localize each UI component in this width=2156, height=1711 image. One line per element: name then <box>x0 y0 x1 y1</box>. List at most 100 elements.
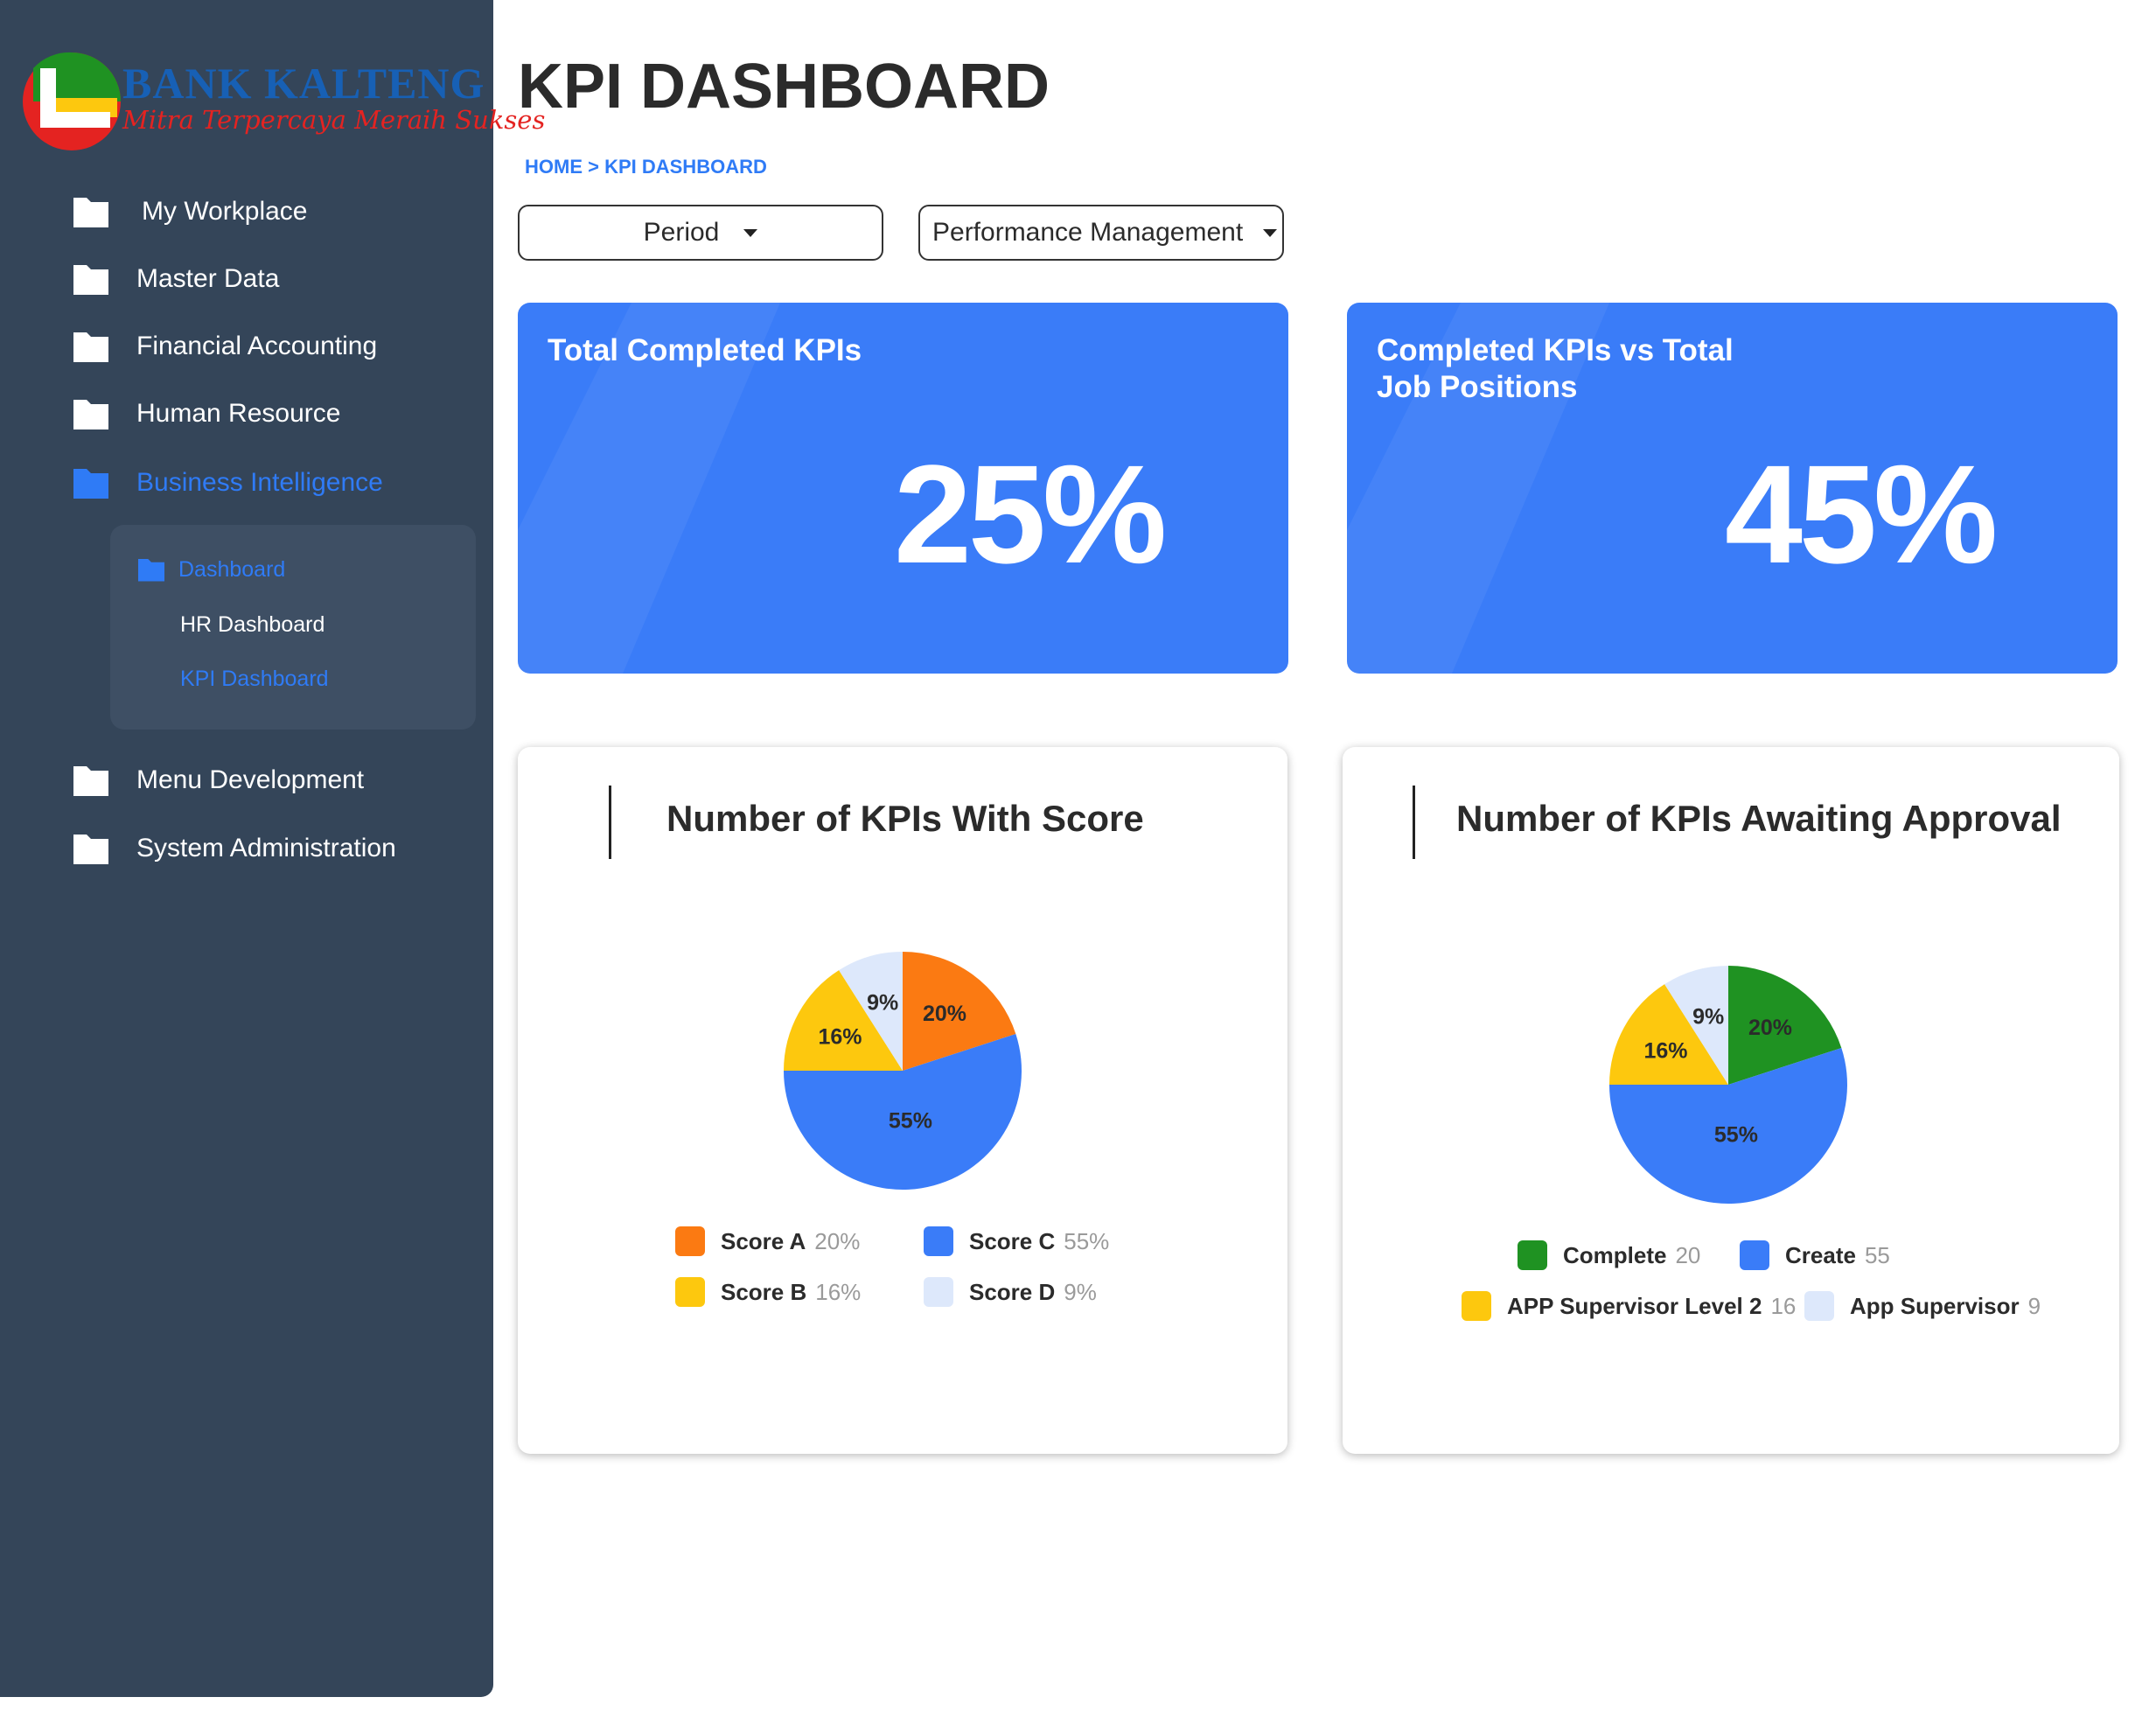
kpi-card-value: 25% <box>894 436 1167 592</box>
folder-icon <box>73 332 108 362</box>
kpi-card-completed-vs-positions: Completed KPIs vs Total Job Positions 45… <box>1347 303 2118 674</box>
business-intelligence-submenu: Dashboard HR Dashboard KPI Dashboard <box>110 525 476 730</box>
legend-swatch <box>1804 1291 1834 1321</box>
sidebar-item-label: Menu Development <box>136 765 365 794</box>
kpi-card-title: Total Completed KPIs <box>548 333 862 367</box>
chevron-down-icon <box>743 228 758 237</box>
legend-swatch <box>1740 1240 1769 1270</box>
sidebar-item-menu-development[interactable]: Menu Development <box>72 758 364 803</box>
sidebar-item-label: Business Intelligence <box>136 468 383 497</box>
pie-slice-complete[interactable] <box>1728 966 1842 1085</box>
submenu-item-label: Dashboard <box>178 556 286 582</box>
bank-logo[interactable]: BANK KALTENG Mitra Terpercaya Meraih Suk… <box>19 49 545 154</box>
legend-value: 9 <box>2027 1292 2041 1319</box>
module-select-value: Performance Management <box>932 218 1244 247</box>
submenu-item-dashboard[interactable]: Dashboard <box>136 556 285 583</box>
breadcrumb[interactable]: HOME > KPI DASHBOARD <box>525 156 767 178</box>
legend-value: 20 <box>1675 1241 1701 1268</box>
pie-slice-label: 20% <box>1748 1016 1792 1040</box>
pie-chart: 20% 55% 16%9% <box>784 952 1022 1190</box>
brand-tagline: Mitra Terpercaya Meraih Sukses <box>122 105 546 135</box>
chart-card-kpis-awaiting-approval: Number of KPIs Awaiting Approval 20% 55% 1… <box>1343 747 2119 1454</box>
legend-item-app-supervisor-level-2[interactable]: APP Supervisor Level 2 16 <box>1462 1291 1796 1321</box>
card-shine-decoration <box>518 303 780 674</box>
sidebar-item-financial-accounting[interactable]: Financial Accounting <box>72 324 377 369</box>
legend-item-score-b[interactable]: Score B 16% <box>675 1277 861 1307</box>
pie-chart: 20% 55% 16%9% <box>1609 966 1847 1204</box>
pie-slice-label: 9% <box>867 991 898 1016</box>
title-accent-bar <box>1413 786 1415 859</box>
sidebar: BANK KALTENG Mitra Terpercaya Meraih Suk… <box>0 0 545 1697</box>
pie-slice-score-c[interactable] <box>784 1033 1022 1190</box>
legend-item-app-supervisor[interactable]: App Supervisor 9 <box>1804 1291 2041 1321</box>
folder-icon <box>73 835 108 864</box>
period-select-value: Period <box>643 218 720 247</box>
pie-slice-score-d[interactable] <box>839 952 903 1071</box>
pie-slice-label: 9% <box>1692 1005 1724 1030</box>
submenu-item-hr-dashboard[interactable]: HR Dashboard <box>180 612 324 638</box>
sidebar-item-label: Human Resource <box>136 399 341 428</box>
sidebar-item-master-data[interactable]: Master Data <box>72 256 279 302</box>
title-accent-bar <box>609 786 611 859</box>
kpi-card-total-completed: Total Completed KPIs 25% <box>518 303 1288 674</box>
pie-slice-score-b[interactable] <box>784 970 903 1071</box>
legend-swatch <box>924 1277 953 1307</box>
chart-title: Number of KPIs With Score <box>666 798 1144 839</box>
kpi-card-title: Completed KPIs vs Total Job Positions <box>1377 333 1734 404</box>
legend-label: Score B <box>721 1278 807 1305</box>
legend-item-complete[interactable]: Complete 20 <box>1518 1240 1700 1270</box>
folder-icon <box>73 469 108 499</box>
sidebar-item-my-workplace[interactable]: My Workplace <box>72 189 308 234</box>
legend-label: Create <box>1785 1241 1856 1268</box>
legend-swatch <box>1462 1291 1491 1321</box>
card-shine-decoration <box>1347 303 1609 674</box>
pie-slice-app-supervisor-level-2[interactable] <box>1609 984 1728 1085</box>
module-select[interactable]: Performance Management <box>918 205 1284 261</box>
pie-slice-label: 55% <box>1714 1122 1758 1147</box>
pie-slice-label: 55% <box>889 1108 932 1133</box>
sidebar-item-label: Master Data <box>136 264 280 293</box>
pie-slice-app-supervisor[interactable] <box>1664 966 1728 1085</box>
pie-slice-label: 16% <box>1643 1039 1687 1064</box>
legend-value: 55% <box>1064 1227 1110 1254</box>
kpi-card-value: 45% <box>1725 436 1998 592</box>
legend-label: APP Supervisor Level 2 <box>1507 1292 1762 1319</box>
chart-title: Number of KPIs Awaiting Approval <box>1456 798 2062 839</box>
submenu-item-kpi-dashboard[interactable]: KPI Dashboard <box>180 667 329 692</box>
sidebar-item-label: Financial Accounting <box>136 332 378 360</box>
legend-value: 55 <box>1864 1241 1890 1268</box>
sidebar-item-label: My Workplace <box>142 197 308 226</box>
bank-logo-mark-icon <box>23 52 121 150</box>
folder-icon <box>73 400 108 429</box>
pie-slice-score-a[interactable] <box>903 952 1016 1071</box>
legend-label: Complete <box>1563 1241 1667 1268</box>
chart-card-kpis-with-score: Number of KPIs With Score 20% 55% 16% 9% Sc… <box>518 747 1287 1454</box>
legend-item-score-d[interactable]: Score D 9% <box>924 1277 1097 1307</box>
legend-value: 16 <box>1770 1292 1797 1319</box>
sidebar-item-system-administration[interactable]: System Administration <box>72 826 396 871</box>
sidebar-item-business-intelligence[interactable]: Business Intelligence <box>72 460 383 506</box>
pie-slice-create[interactable] <box>1609 1047 1847 1204</box>
submenu-item-label: HR Dashboard <box>180 612 325 637</box>
pie-slice-label: 16% <box>818 1025 862 1050</box>
legend-swatch <box>1518 1240 1547 1270</box>
legend-label: Score A <box>721 1227 806 1254</box>
legend-item-score-c[interactable]: Score C 55% <box>924 1226 1109 1256</box>
legend-label: Score C <box>969 1227 1056 1254</box>
brand-name: BANK KALTENG <box>122 59 485 108</box>
sidebar-item-human-resource[interactable]: Human Resource <box>72 391 340 436</box>
period-select[interactable]: Period <box>518 205 883 261</box>
chevron-down-icon <box>1263 228 1277 237</box>
legend-swatch <box>924 1226 953 1256</box>
pie-slice-label: 20% <box>923 1002 966 1026</box>
sidebar-item-label: System Administration <box>136 834 396 862</box>
legend-item-score-a[interactable]: Score A 20% <box>675 1226 860 1256</box>
legend-swatch <box>675 1226 705 1256</box>
legend-item-create[interactable]: Create 55 <box>1740 1240 1890 1270</box>
legend-value: 16% <box>815 1278 862 1305</box>
folder-icon <box>73 766 108 796</box>
folder-icon <box>138 559 164 582</box>
legend-value: 9% <box>1064 1278 1097 1305</box>
legend-label: App Supervisor <box>1850 1292 2020 1319</box>
page-title: KPI DASHBOARD <box>518 52 1050 122</box>
